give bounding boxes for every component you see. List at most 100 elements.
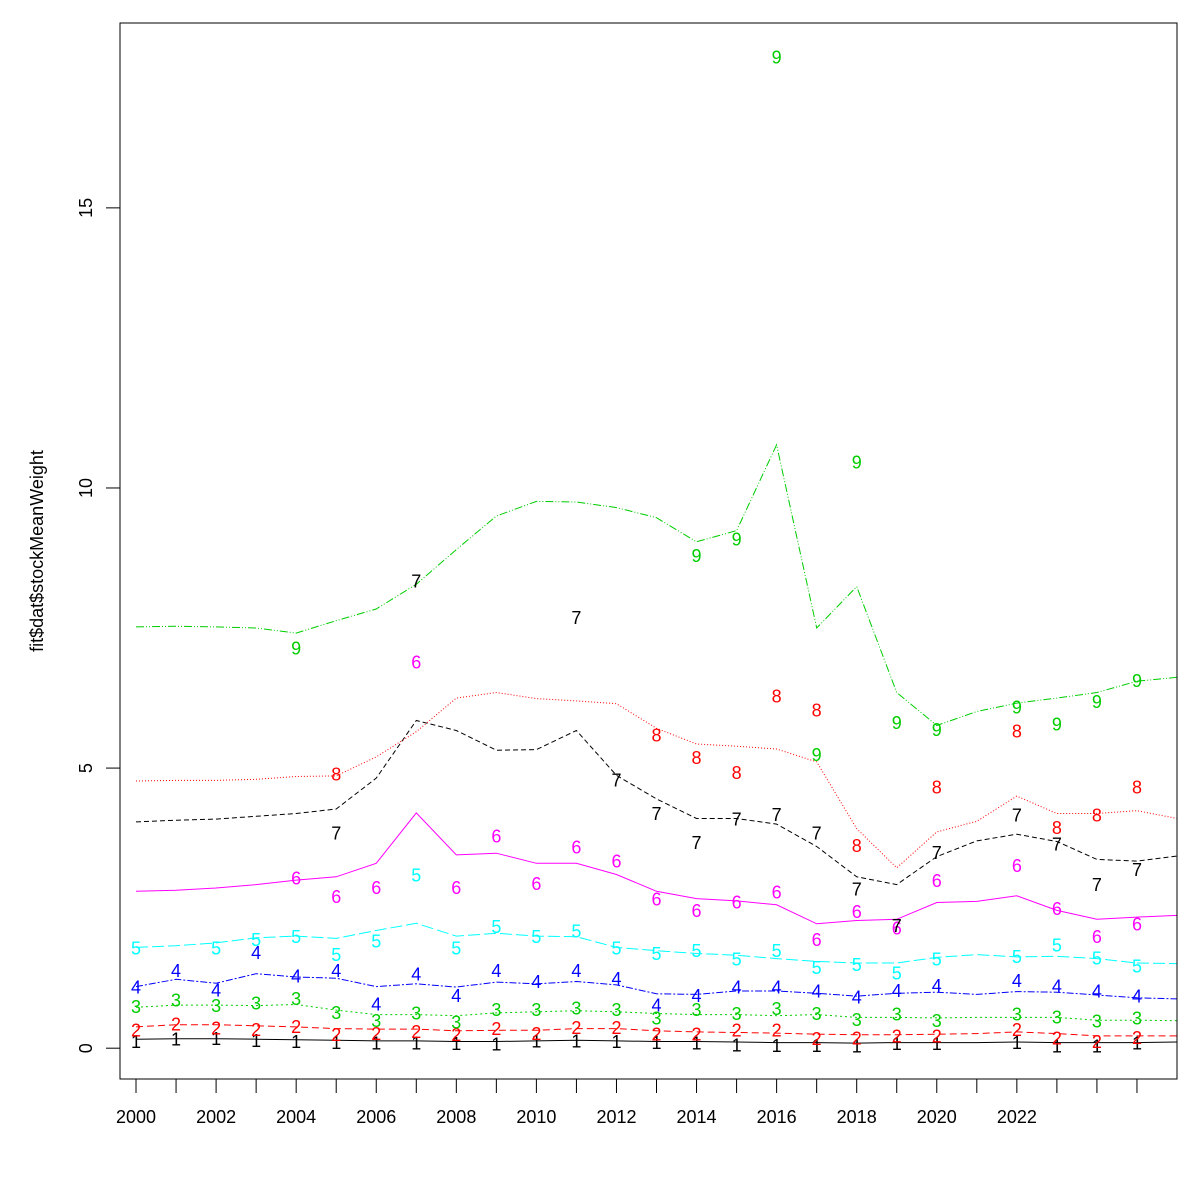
obs-point-age-1: 1 — [571, 1031, 581, 1051]
obs-point-age-4: 4 — [692, 986, 702, 1006]
obs-point-age-8: 8 — [732, 763, 742, 783]
obs-point-age-4: 4 — [491, 961, 501, 981]
obs-point-age-2: 2 — [571, 1018, 581, 1038]
obs-point-age-9: 9 — [812, 745, 822, 765]
obs-point-age-8: 8 — [1012, 722, 1022, 742]
x-tick-label: 2002 — [196, 1107, 236, 1127]
x-tick-label: 2020 — [917, 1107, 957, 1127]
obs-point-age-8: 8 — [692, 748, 702, 768]
obs-point-age-9: 9 — [932, 720, 942, 740]
obs-point-age-7: 7 — [692, 833, 702, 853]
obs-point-age-3: 3 — [571, 998, 581, 1018]
obs-point-age-7: 7 — [651, 804, 661, 824]
obs-point-age-1: 1 — [732, 1035, 742, 1055]
obs-point-age-9: 9 — [692, 546, 702, 566]
obs-point-age-9: 9 — [1132, 671, 1142, 691]
x-tick-label: 2006 — [356, 1107, 396, 1127]
obs-point-age-2: 2 — [611, 1018, 621, 1038]
obs-point-age-3: 3 — [171, 990, 181, 1010]
obs-point-age-2: 2 — [131, 1021, 141, 1041]
observation-layer: 1 1 1 1 1 1 1 1 1 1 1 1 1 1 1 1 1 1 1 1 1 1 1 1 12 2 2 2 2 2 2 2 2 2 2 2 2 2 2… — [131, 48, 1142, 1057]
obs-point-age-4: 4 — [411, 965, 421, 985]
series-layer — [135, 443, 1177, 1044]
series-line-9 — [135, 443, 1177, 727]
obs-point-age-5: 5 — [932, 950, 942, 970]
obs-point-age-2: 2 — [451, 1025, 461, 1045]
obs-point-age-5: 5 — [211, 938, 221, 958]
obs-point-age-7: 7 — [411, 571, 421, 591]
obs-point-age-3: 3 — [611, 1000, 621, 1020]
obs-point-age-5: 5 — [411, 866, 421, 886]
obs-point-age-7: 7 — [852, 880, 862, 900]
obs-point-age-1: 1 — [331, 1033, 341, 1053]
obs-point-age-2: 2 — [692, 1025, 702, 1045]
x-tick-label: 2014 — [677, 1107, 717, 1127]
x-tick-label: 2018 — [837, 1107, 877, 1127]
obs-point-age-1: 1 — [171, 1030, 181, 1050]
obs-point-age-7: 7 — [1132, 860, 1142, 880]
obs-point-age-3: 3 — [411, 1003, 421, 1023]
obs-point-age-4: 4 — [611, 969, 621, 989]
obs-point-age-1: 1 — [411, 1034, 421, 1054]
obs-point-age-3: 3 — [692, 1000, 702, 1020]
obs-point-age-7: 7 — [1012, 806, 1022, 826]
obs-point-age-5: 5 — [1132, 956, 1142, 976]
obs-point-age-3: 3 — [491, 1000, 501, 1020]
x-tick-label: 2004 — [276, 1107, 316, 1127]
obs-point-age-4: 4 — [531, 972, 541, 992]
obs-point-age-2: 2 — [1132, 1028, 1142, 1048]
obs-point-age-1: 1 — [1092, 1036, 1102, 1056]
obs-point-age-1: 1 — [1132, 1034, 1142, 1054]
obs-point-age-5: 5 — [611, 938, 621, 958]
x-tick-label: 2008 — [436, 1107, 476, 1127]
x-tick-label: 2022 — [997, 1107, 1037, 1127]
obs-point-age-6: 6 — [611, 852, 621, 872]
obs-point-age-2: 2 — [892, 1026, 902, 1046]
obs-point-age-6: 6 — [892, 919, 902, 939]
obs-point-age-2: 2 — [251, 1020, 261, 1040]
obs-point-age-2: 2 — [1012, 1020, 1022, 1040]
obs-point-age-1: 1 — [852, 1036, 862, 1056]
obs-point-age-8: 8 — [331, 765, 341, 785]
obs-point-age-5: 5 — [491, 917, 501, 937]
x-tick-label: 2000 — [116, 1107, 156, 1127]
obs-point-age-9: 9 — [291, 639, 301, 659]
obs-point-age-5: 5 — [331, 945, 341, 965]
obs-point-age-3: 3 — [772, 999, 782, 1019]
series-line-1 — [135, 1038, 1177, 1044]
obs-point-age-1: 1 — [932, 1034, 942, 1054]
obs-point-age-1: 1 — [211, 1029, 221, 1049]
obs-point-age-5: 5 — [1092, 948, 1102, 968]
obs-point-age-8: 8 — [1132, 778, 1142, 798]
obs-point-age-4: 4 — [892, 981, 902, 1001]
obs-point-age-3: 3 — [892, 1004, 902, 1024]
obs-point-age-6: 6 — [732, 892, 742, 912]
obs-point-age-4: 4 — [1132, 987, 1142, 1007]
obs-point-age-7: 7 — [892, 916, 902, 936]
obs-point-age-5: 5 — [131, 938, 141, 958]
y-tick-label: 5 — [76, 763, 96, 773]
obs-point-age-5: 5 — [1052, 936, 1062, 956]
obs-point-age-4: 4 — [812, 981, 822, 1001]
obs-point-age-5: 5 — [772, 941, 782, 961]
obs-point-age-7: 7 — [772, 805, 782, 825]
obs-point-age-6: 6 — [692, 901, 702, 921]
obs-point-age-4: 4 — [291, 966, 301, 986]
obs-point-age-1: 1 — [451, 1034, 461, 1054]
obs-point-age-2: 2 — [812, 1029, 822, 1049]
obs-point-age-6: 6 — [1052, 899, 1062, 919]
obs-point-age-4: 4 — [371, 994, 381, 1014]
obs-point-age-2: 2 — [1092, 1032, 1102, 1052]
obs-point-age-7: 7 — [1092, 875, 1102, 895]
obs-point-age-9: 9 — [892, 713, 902, 733]
obs-point-age-6: 6 — [812, 930, 822, 950]
obs-point-age-6: 6 — [772, 882, 782, 902]
obs-point-age-6: 6 — [1012, 856, 1022, 876]
obs-point-age-4: 4 — [852, 988, 862, 1008]
obs-point-age-9: 9 — [732, 529, 742, 549]
obs-point-age-1: 1 — [531, 1031, 541, 1051]
y-axis: 0 5 10 15 — [76, 198, 121, 1053]
obs-point-age-2: 2 — [211, 1018, 221, 1038]
